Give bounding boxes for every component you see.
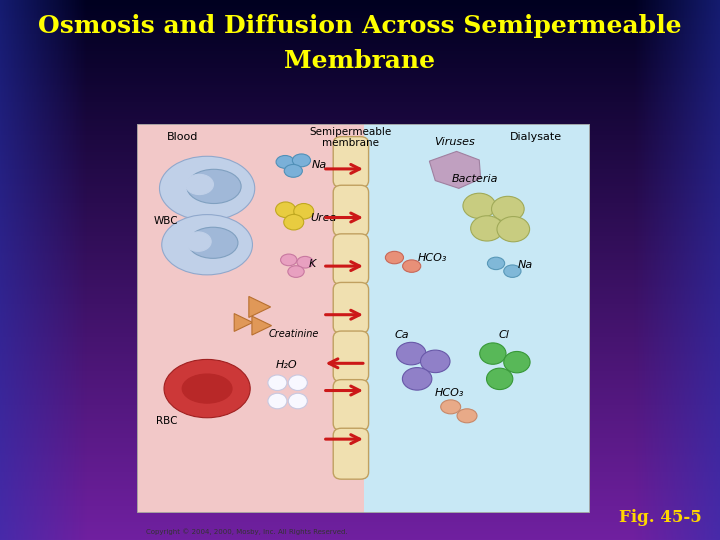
Text: Na: Na	[518, 260, 533, 270]
Ellipse shape	[182, 374, 232, 403]
Ellipse shape	[284, 214, 304, 230]
Text: Viruses: Viruses	[434, 137, 474, 147]
Text: Semipermeable: Semipermeable	[310, 127, 392, 137]
Text: Dialysate: Dialysate	[510, 132, 562, 142]
FancyBboxPatch shape	[333, 282, 369, 333]
Ellipse shape	[397, 342, 426, 365]
Text: Copyright © 2004, 2000, Mosby, Inc. All Rights Reserved.: Copyright © 2004, 2000, Mosby, Inc. All …	[146, 529, 348, 535]
Ellipse shape	[420, 350, 450, 373]
Text: H₂O: H₂O	[276, 360, 297, 370]
Ellipse shape	[504, 265, 521, 278]
Polygon shape	[429, 151, 481, 188]
Ellipse shape	[402, 260, 420, 272]
Text: HCO₃: HCO₃	[435, 388, 464, 399]
Ellipse shape	[281, 254, 297, 266]
Ellipse shape	[294, 204, 314, 219]
Ellipse shape	[164, 360, 251, 418]
Ellipse shape	[457, 409, 477, 423]
Polygon shape	[249, 296, 271, 318]
Text: WBC: WBC	[154, 215, 179, 226]
Text: Ca: Ca	[395, 330, 410, 340]
Ellipse shape	[480, 343, 506, 364]
Ellipse shape	[288, 375, 307, 390]
Ellipse shape	[504, 352, 530, 373]
Ellipse shape	[497, 217, 530, 242]
Ellipse shape	[492, 197, 524, 221]
Ellipse shape	[441, 400, 461, 414]
Ellipse shape	[268, 393, 287, 409]
FancyBboxPatch shape	[333, 428, 369, 479]
Ellipse shape	[487, 368, 513, 389]
Ellipse shape	[185, 232, 211, 251]
Text: K: K	[309, 259, 316, 269]
FancyBboxPatch shape	[333, 185, 369, 236]
Bar	[137, 124, 364, 513]
Text: Membrane: Membrane	[284, 49, 436, 72]
Ellipse shape	[385, 251, 403, 264]
Ellipse shape	[284, 165, 302, 177]
Ellipse shape	[292, 154, 310, 167]
Bar	[364, 124, 590, 513]
Text: Blood: Blood	[166, 132, 198, 142]
Text: Bacteria: Bacteria	[451, 174, 498, 185]
Polygon shape	[252, 316, 271, 335]
Polygon shape	[234, 314, 253, 332]
Ellipse shape	[288, 266, 304, 278]
FancyBboxPatch shape	[333, 137, 369, 187]
FancyBboxPatch shape	[333, 331, 369, 382]
Text: Cl: Cl	[499, 330, 510, 340]
Text: Fig. 45-5: Fig. 45-5	[619, 510, 702, 526]
Ellipse shape	[487, 257, 505, 269]
FancyBboxPatch shape	[333, 380, 369, 430]
Text: Creatinine: Creatinine	[269, 329, 319, 340]
Text: HCO₃: HCO₃	[418, 253, 447, 264]
Text: Na: Na	[312, 160, 327, 170]
Ellipse shape	[471, 216, 503, 241]
Ellipse shape	[402, 368, 432, 390]
Ellipse shape	[185, 174, 213, 194]
Text: Urea: Urea	[310, 213, 336, 222]
Ellipse shape	[288, 393, 307, 409]
Ellipse shape	[276, 156, 294, 168]
Ellipse shape	[188, 227, 238, 258]
Ellipse shape	[268, 375, 287, 390]
Ellipse shape	[162, 214, 253, 275]
Ellipse shape	[463, 193, 495, 219]
Text: RBC: RBC	[156, 416, 177, 426]
Ellipse shape	[297, 256, 313, 268]
Ellipse shape	[160, 156, 255, 220]
FancyBboxPatch shape	[333, 234, 369, 285]
Text: membrane: membrane	[323, 138, 379, 148]
Text: Osmosis and Diffusion Across Semipermeable: Osmosis and Diffusion Across Semipermeab…	[38, 14, 682, 37]
Ellipse shape	[276, 202, 296, 218]
Ellipse shape	[186, 170, 241, 204]
